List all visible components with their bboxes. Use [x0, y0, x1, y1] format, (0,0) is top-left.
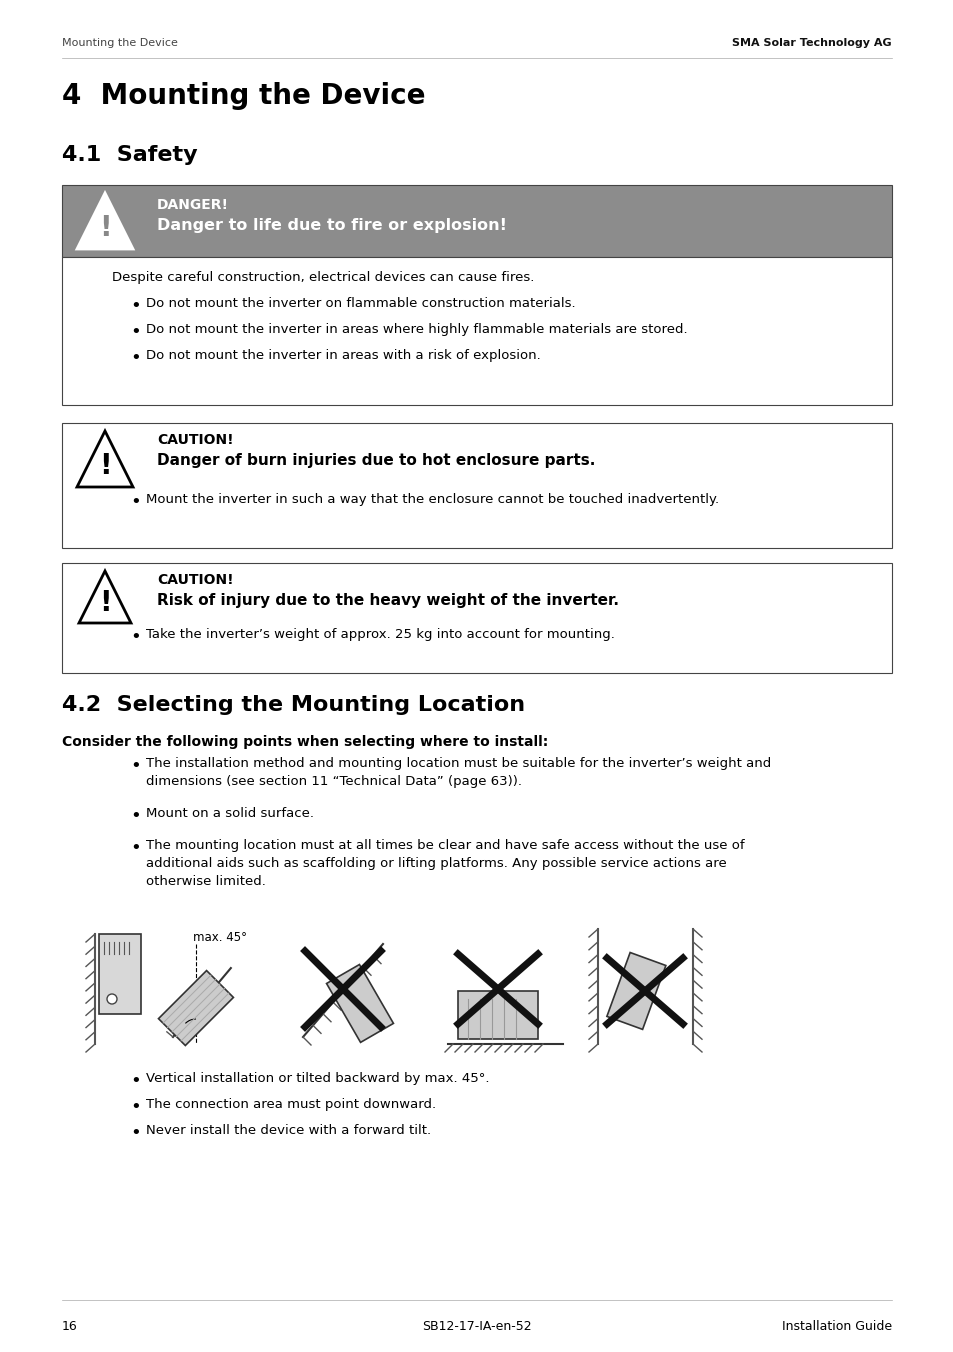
Text: •: • — [130, 757, 141, 775]
Text: max. 45°: max. 45° — [193, 932, 247, 944]
Text: 16: 16 — [62, 1320, 77, 1333]
Text: !: ! — [98, 214, 112, 242]
Text: The connection area must point downward.: The connection area must point downward. — [146, 1098, 436, 1111]
Text: Mount the inverter in such a way that the enclosure cannot be touched inadverten: Mount the inverter in such a way that th… — [146, 493, 719, 506]
Text: Mount on a solid surface.: Mount on a solid surface. — [146, 807, 314, 821]
Text: CAUTION!: CAUTION! — [157, 433, 233, 448]
Polygon shape — [77, 431, 132, 487]
Text: •: • — [130, 323, 141, 341]
Text: •: • — [130, 1124, 141, 1142]
Text: Do not mount the inverter in areas with a risk of explosion.: Do not mount the inverter in areas with … — [146, 349, 540, 362]
Text: Despite careful construction, electrical devices can cause fires.: Despite careful construction, electrical… — [112, 270, 534, 284]
Text: Risk of injury due to the heavy weight of the inverter.: Risk of injury due to the heavy weight o… — [157, 594, 618, 608]
Text: otherwise limited.: otherwise limited. — [146, 875, 266, 888]
FancyBboxPatch shape — [62, 562, 891, 673]
Text: Vertical installation or tilted backward by max. 45°.: Vertical installation or tilted backward… — [146, 1072, 489, 1086]
Text: additional aids such as scaffolding or lifting platforms. Any possible service a: additional aids such as scaffolding or l… — [146, 857, 726, 869]
Text: SB12-17-IA-en-52: SB12-17-IA-en-52 — [422, 1320, 531, 1333]
FancyBboxPatch shape — [62, 257, 891, 406]
Text: !: ! — [98, 452, 112, 480]
Text: Never install the device with a forward tilt.: Never install the device with a forward … — [146, 1124, 431, 1137]
Text: SMA Solar Technology AG: SMA Solar Technology AG — [732, 38, 891, 49]
Text: The mounting location must at all times be clear and have safe access without th: The mounting location must at all times … — [146, 840, 744, 852]
Text: •: • — [130, 807, 141, 825]
FancyBboxPatch shape — [99, 934, 141, 1014]
Text: DANGER!: DANGER! — [157, 197, 229, 212]
Text: The installation method and mounting location must be suitable for the inverter’: The installation method and mounting loc… — [146, 757, 770, 771]
Text: Do not mount the inverter on flammable construction materials.: Do not mount the inverter on flammable c… — [146, 297, 575, 310]
FancyBboxPatch shape — [457, 991, 537, 1038]
Text: •: • — [130, 627, 141, 646]
Polygon shape — [77, 193, 132, 249]
Text: Consider the following points when selecting where to install:: Consider the following points when selec… — [62, 735, 548, 749]
Text: Mounting the Device: Mounting the Device — [62, 38, 177, 49]
Text: •: • — [130, 493, 141, 511]
Circle shape — [107, 994, 117, 1005]
Text: 4.1  Safety: 4.1 Safety — [62, 145, 197, 165]
Polygon shape — [326, 964, 393, 1042]
Text: •: • — [130, 349, 141, 366]
Polygon shape — [79, 571, 131, 623]
FancyBboxPatch shape — [62, 423, 891, 548]
Text: •: • — [130, 840, 141, 857]
Polygon shape — [606, 953, 665, 1029]
Polygon shape — [158, 971, 233, 1045]
Text: Danger of burn injuries due to hot enclosure parts.: Danger of burn injuries due to hot enclo… — [157, 453, 595, 468]
Text: Installation Guide: Installation Guide — [781, 1320, 891, 1333]
Text: Danger to life due to fire or explosion!: Danger to life due to fire or explosion! — [157, 218, 506, 233]
Text: dimensions (see section 11 “Technical Data” (page 63)).: dimensions (see section 11 “Technical Da… — [146, 775, 521, 788]
Text: CAUTION!: CAUTION! — [157, 573, 233, 587]
Text: •: • — [130, 1098, 141, 1115]
Text: •: • — [130, 1072, 141, 1090]
Text: Take the inverter’s weight of approx. 25 kg into account for mounting.: Take the inverter’s weight of approx. 25… — [146, 627, 615, 641]
Text: Do not mount the inverter in areas where highly flammable materials are stored.: Do not mount the inverter in areas where… — [146, 323, 687, 337]
Text: 4  Mounting the Device: 4 Mounting the Device — [62, 82, 425, 110]
Text: !: ! — [98, 589, 112, 618]
Text: •: • — [130, 297, 141, 315]
Text: 4.2  Selecting the Mounting Location: 4.2 Selecting the Mounting Location — [62, 695, 524, 715]
FancyBboxPatch shape — [62, 185, 891, 257]
